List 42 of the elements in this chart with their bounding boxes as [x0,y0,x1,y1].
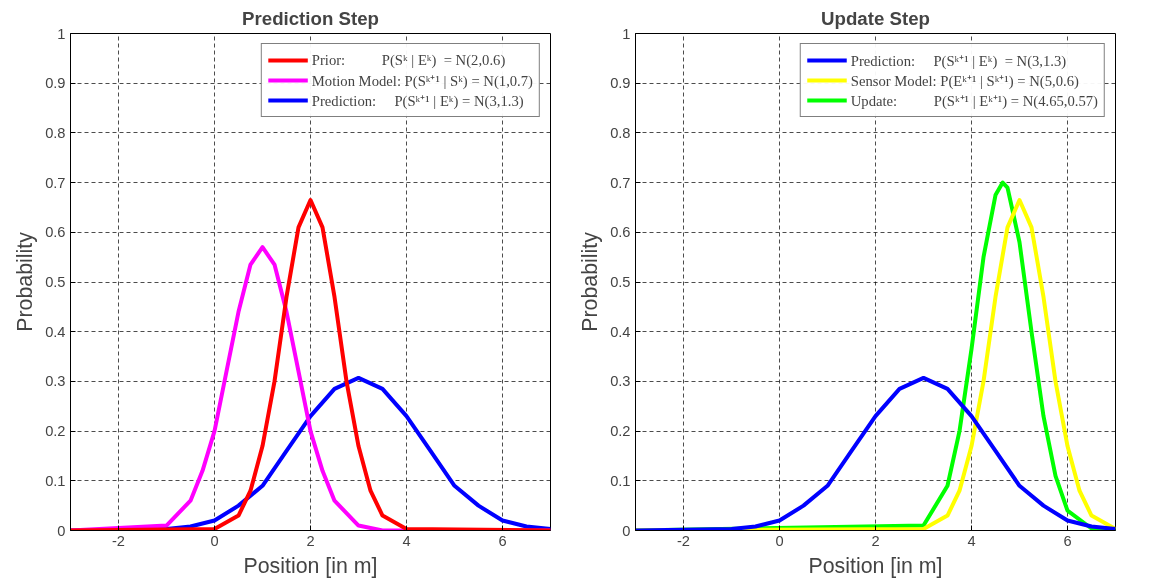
legend-label: Sensor Model: P(Eᵏ⁺¹ | Sᵏ⁺¹) = N(5,0.6) [850,72,1079,90]
legend-label: Prior: P(Sᵏ | Eᵏ) = N(2,0.6) [311,51,506,69]
x-tick-label: 2 [871,532,880,549]
y-tick-label: 0.5 [610,274,631,290]
x-tick-label: -2 [676,532,691,549]
y-tick-label: 0.4 [45,323,66,340]
y-tick-label: 0.2 [610,423,631,440]
x-tick-label: -2 [111,532,126,549]
x-tick-label: 0 [210,532,219,549]
y-tick-label: 0.5 [45,274,66,290]
legend-label: Prediction: P(Sᵏ⁺¹ | Eᵏ) = N(3,1.3) [850,52,1067,70]
y-tick-label: 1 [622,25,631,42]
legend-label: Motion Model: P(Sᵏ⁺¹ | Sᵏ) = N(1,0.7) [311,72,533,90]
y-axis-title: Probability [578,231,603,332]
y-tick-label: 0.3 [610,373,631,390]
y-tick-label: 0.2 [45,423,66,440]
y-tick-label: 0.4 [610,323,631,340]
y-tick-label: 0.8 [610,124,631,141]
y-tick-label: 0.6 [610,224,631,241]
y-tick-label: 0.3 [45,373,66,390]
y-tick-label: 0.7 [45,174,66,191]
x-axis-title: Position [in m] [243,553,378,578]
legend-label: Prediction: P(Sᵏ⁺¹ | Eᵏ) = N(3,1.3) [311,92,524,110]
x-tick-label: 4 [402,532,411,549]
y-tick-label: 1 [57,25,66,42]
x-tick-label: 4 [967,532,976,549]
y-tick-label: 0.9 [45,75,66,92]
chart-title: Update Step [821,7,930,29]
x-tick-label: 6 [498,532,507,549]
chart-title: Prediction Step [242,7,379,29]
x-tick-label: 0 [775,532,784,549]
y-tick-label: 0.9 [610,75,631,92]
y-tick-label: 0.8 [45,124,66,141]
y-tick-label: 0.7 [610,174,631,191]
y-tick-label: 0.6 [45,224,66,241]
x-tick-label: 2 [306,532,315,549]
x-tick-label: 6 [1063,532,1072,549]
y-axis-title: Probability [13,231,38,332]
legend-label: Update: P(Sᵏ⁺¹ | Eᵏ⁺¹) = N(4.65,0.57) [850,92,1098,110]
x-axis-title: Position [in m] [808,553,943,578]
y-tick-label: 0.1 [45,472,66,489]
y-tick-label: 0.1 [610,472,631,489]
